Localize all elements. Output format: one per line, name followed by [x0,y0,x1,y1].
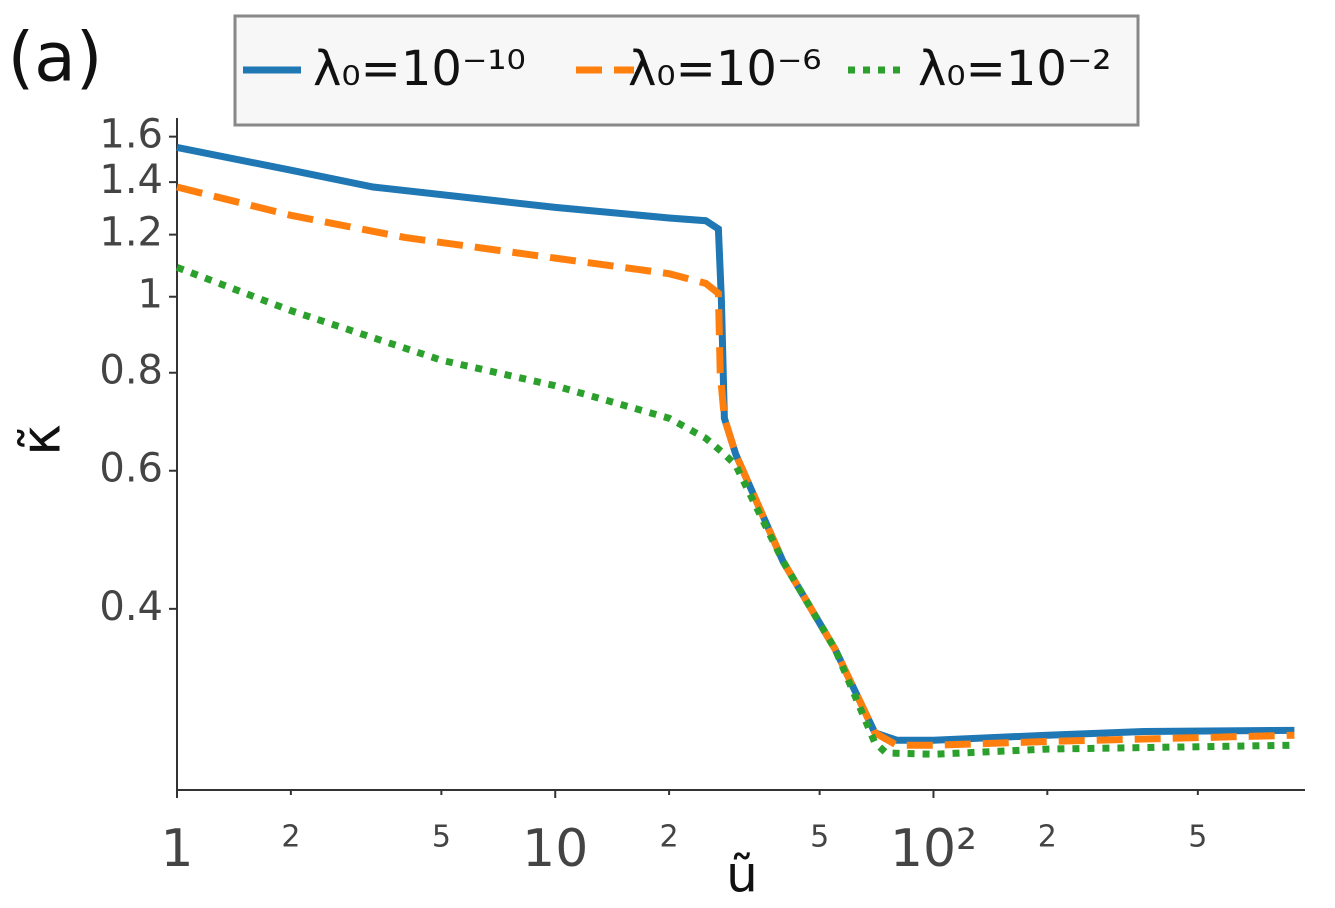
y-tick-label: 1.2 [99,210,163,256]
y-tick-label: 0.4 [99,584,163,630]
x-tick-label: 5 [432,820,451,855]
x-tick-label: 1 [160,819,193,879]
x-tick-label: 5 [810,820,829,855]
x-tick-label: 2 [660,820,679,855]
legend-label: λ₀=10⁻¹⁰ [313,41,526,97]
x-tick-label: 5 [1188,820,1207,855]
legend-box [233,14,1140,127]
y-tick-label: 1 [138,272,163,318]
y-axis-label: κ̃ [10,424,73,456]
y-tick-label: 0.8 [99,348,163,394]
panel-label: (a) [8,19,103,98]
series-line [176,183,1295,749]
y-tick-label: 1.6 [99,112,163,158]
x-tick-label: 2 [1038,820,1057,855]
series-line [175,264,1295,758]
x-tick-label: 2 [281,820,300,855]
x-tick-label: 10² [890,819,977,879]
legend-label: λ₀=10⁻⁶ [628,41,822,97]
y-tick-label: 1.4 [99,157,163,203]
y-tick-label: 0.6 [99,446,163,492]
x-tick-label: 10 [522,819,588,879]
legend-label: λ₀=10⁻² [918,41,1112,97]
x-axis-label: ũ [726,846,758,904]
